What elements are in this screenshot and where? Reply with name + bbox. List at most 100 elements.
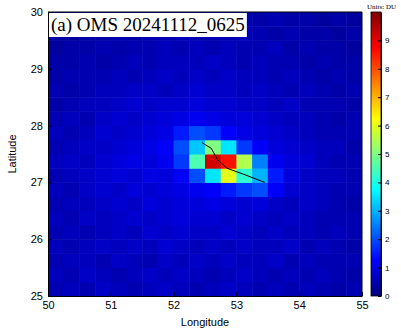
heatmap-cell bbox=[174, 111, 190, 126]
heatmap-cell bbox=[205, 55, 221, 70]
heatmap-cell bbox=[346, 55, 362, 70]
heatmap-cell bbox=[315, 225, 331, 240]
heatmap-cell bbox=[268, 239, 284, 254]
heatmap-cell bbox=[299, 168, 315, 183]
heatmap-cell bbox=[48, 268, 64, 283]
tick-label: 4 bbox=[385, 178, 390, 187]
heatmap-cell bbox=[127, 268, 143, 283]
boundary-line bbox=[202, 143, 265, 183]
heatmap-cell bbox=[315, 140, 331, 155]
heatmap-cell bbox=[331, 268, 347, 283]
heatmap-cell bbox=[64, 239, 80, 254]
heatmap-cell bbox=[64, 40, 80, 55]
tick: 1 bbox=[378, 264, 390, 273]
heatmap-cell bbox=[79, 253, 95, 268]
heatmap-cell bbox=[221, 239, 237, 254]
heatmap-cell bbox=[284, 197, 300, 212]
heatmap-cell bbox=[284, 83, 300, 98]
tick-label: 9 bbox=[385, 36, 390, 45]
heatmap-cell bbox=[331, 197, 347, 212]
heatmap-cell bbox=[315, 12, 331, 27]
heatmap-cell bbox=[111, 168, 127, 183]
heatmap-cell bbox=[252, 182, 268, 197]
heatmap-cell bbox=[95, 83, 111, 98]
heatmap-cell bbox=[158, 268, 174, 283]
heatmap-cell bbox=[189, 225, 205, 240]
heatmap-cell bbox=[48, 168, 64, 183]
heatmap-cell bbox=[205, 197, 221, 212]
heatmap-cell bbox=[48, 126, 64, 141]
heatmap-cell bbox=[64, 126, 80, 141]
heatmap-cell bbox=[111, 253, 127, 268]
heatmap-cell bbox=[236, 253, 252, 268]
heatmap-cell bbox=[79, 126, 95, 141]
heatmap-cell bbox=[111, 97, 127, 112]
heatmap-cell bbox=[158, 69, 174, 84]
heatmap-cell bbox=[236, 182, 252, 197]
heatmap-cell bbox=[127, 126, 143, 141]
tick-mark bbox=[378, 268, 381, 269]
heatmap-cell bbox=[48, 140, 64, 155]
heatmap-cell bbox=[236, 211, 252, 226]
heatmap-cell bbox=[174, 239, 190, 254]
heatmap-cell bbox=[64, 282, 80, 296]
heatmap-cell bbox=[127, 97, 143, 112]
heatmap-cell bbox=[315, 26, 331, 41]
heatmap-cell bbox=[315, 40, 331, 55]
heatmap-cell bbox=[236, 239, 252, 254]
heatmap-cell bbox=[142, 282, 158, 296]
axis-line bbox=[381, 13, 382, 297]
heatmap-cell bbox=[331, 69, 347, 84]
heatmap-cell bbox=[284, 211, 300, 226]
heatmap-cell bbox=[268, 26, 284, 41]
heatmap-cell bbox=[189, 168, 205, 183]
heatmap-cell bbox=[315, 182, 331, 197]
tick-label: 6 bbox=[385, 122, 390, 131]
heatmap-cell bbox=[142, 97, 158, 112]
heatmap-cells bbox=[48, 12, 362, 296]
heatmap-cell bbox=[299, 12, 315, 27]
heatmap-cell bbox=[268, 253, 284, 268]
heatmap-cell bbox=[205, 83, 221, 98]
heatmap-cell bbox=[111, 225, 127, 240]
heatmap-cell bbox=[158, 197, 174, 212]
heatmap-cell bbox=[142, 168, 158, 183]
heatmap-cell bbox=[299, 239, 315, 254]
heatmap-cell bbox=[346, 211, 362, 226]
heatmap-cell bbox=[252, 197, 268, 212]
heatmap-cell bbox=[142, 69, 158, 84]
heatmap-cell bbox=[268, 83, 284, 98]
heatmap-cell bbox=[127, 55, 143, 70]
tick-mark bbox=[236, 292, 237, 296]
tick-label: 54 bbox=[294, 299, 306, 311]
heatmap-cell bbox=[158, 126, 174, 141]
heatmap-cell bbox=[111, 197, 127, 212]
heatmap-cell bbox=[315, 239, 331, 254]
heatmap-cell bbox=[79, 211, 95, 226]
heatmap-cell bbox=[268, 168, 284, 183]
heatmap-cell bbox=[189, 253, 205, 268]
heatmap-cell bbox=[221, 140, 237, 155]
heatmap-cell bbox=[64, 211, 80, 226]
heatmap-cell bbox=[64, 111, 80, 126]
heatmap-cell bbox=[158, 154, 174, 169]
heatmap-cell bbox=[79, 97, 95, 112]
axis-line bbox=[48, 13, 49, 297]
tick-mark bbox=[48, 69, 52, 70]
heatmap-cell bbox=[346, 83, 362, 98]
heatmap-cell bbox=[95, 168, 111, 183]
heatmap-cell bbox=[268, 268, 284, 283]
heatmap-cell bbox=[268, 69, 284, 84]
heatmap-cell bbox=[174, 268, 190, 283]
heatmap-cell bbox=[95, 97, 111, 112]
heatmap-cell bbox=[252, 12, 268, 27]
heatmap-cell bbox=[79, 69, 95, 84]
heatmap-cell bbox=[221, 197, 237, 212]
heatmap-cell bbox=[174, 55, 190, 70]
heatmap-cell bbox=[127, 253, 143, 268]
heatmap-cell bbox=[236, 282, 252, 296]
heatmap-cell bbox=[315, 282, 331, 296]
heatmap-cell bbox=[236, 197, 252, 212]
heatmap-cell bbox=[127, 154, 143, 169]
heatmap-cell bbox=[48, 97, 64, 112]
